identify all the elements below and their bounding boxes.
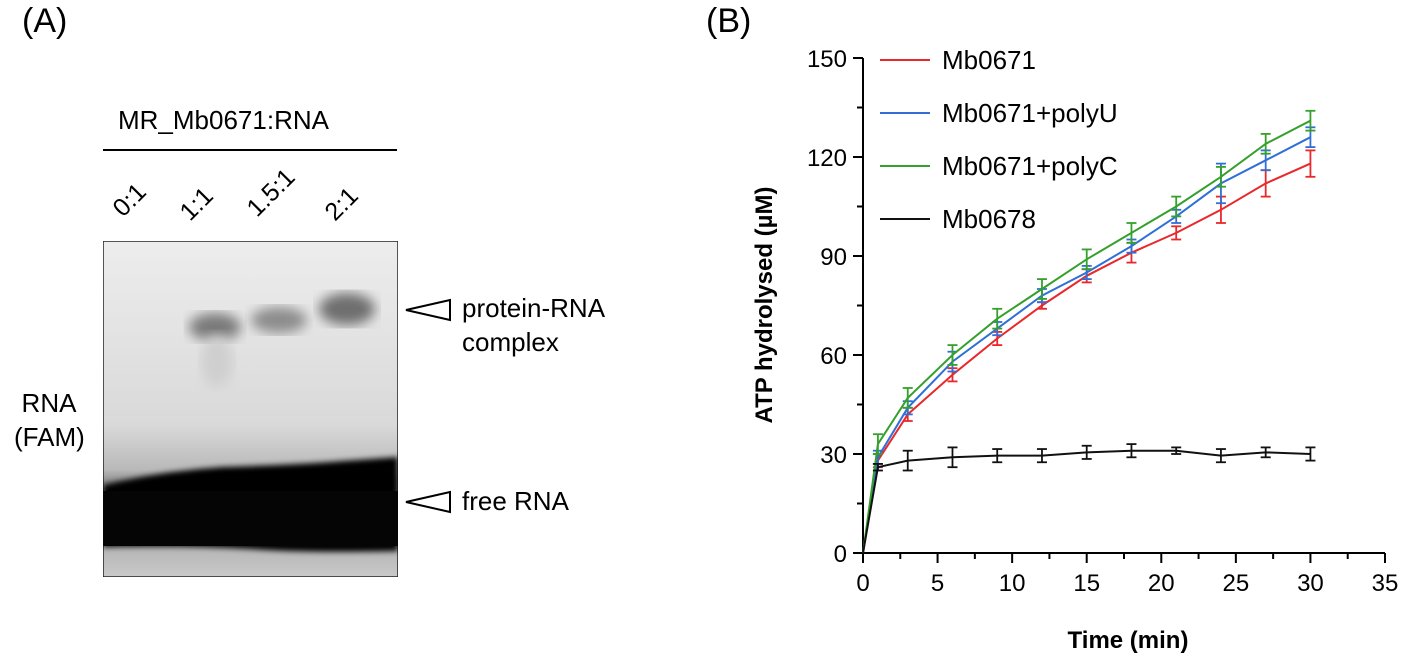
x-tick-label: 15 [1073,570,1100,597]
free-rna-arrow-icon [405,490,451,514]
series-line-4 [862,449,1311,554]
complex-band-lane3 [251,307,307,333]
gel-image [103,241,398,577]
legend-label-3: Mb0671+polyC [942,151,1118,181]
lane-label-3: 1.5:1 [241,163,301,223]
series-line-2 [862,136,1311,554]
chart-axes: 0 5 10 15 20 25 30 35 0 30 60 90 120 150 [807,46,1398,597]
y-tick-label: 120 [807,145,847,172]
x-tick-label: 20 [1148,570,1175,597]
fam-label: (FAM) [14,422,85,452]
lane-label-4: 2:1 [319,181,364,227]
panel-a-label: (A) [22,2,68,40]
y-tick-label: 30 [820,442,847,469]
y-tick-label: 90 [820,244,847,271]
legend-label-4: Mb0678 [942,204,1036,234]
panel-b-label: (B) [706,2,752,40]
y-tick-label: 150 [807,46,847,73]
free-rna-label: free RNA [462,486,569,516]
x-tick-label: 0 [856,570,869,597]
complex-label: protein-RNA complex [462,291,605,359]
lane-label-1: 0:1 [107,177,152,223]
lane-label-2: 1:1 [174,181,219,227]
series-line-1 [862,162,1311,554]
complex-band-lane4 [319,293,375,325]
x-tick-label: 5 [931,570,944,597]
legend-label-2: Mb0671+polyU [942,98,1118,128]
legend-label-1: Mb0671 [942,45,1036,75]
x-axis-label: Time (min) [1068,627,1189,654]
complex-band-lane2 [189,313,241,341]
x-tick-label: 30 [1297,570,1324,597]
series-line-3 [862,119,1311,554]
complex-label-line1: protein-RNA [462,293,606,323]
chart-marks [862,109,1316,554]
chart-legend: Mb0671 Mb0671+polyU Mb0671+polyC Mb0678 [880,45,1118,234]
rna-label: RNA [21,388,77,418]
x-tick-label: 35 [1372,570,1399,597]
rna-fam-label: RNA (FAM) [14,386,85,454]
complex-label-line2: complex [462,327,559,357]
y-tick-label: 60 [820,343,847,370]
x-tick-label: 10 [999,570,1026,597]
complex-arrow-icon [405,298,451,322]
gel-header: MR_Mb0671:RNA [118,105,329,135]
x-tick-label: 25 [1223,570,1250,597]
y-axis-label: ATP hydrolysed (µM) [751,187,778,424]
gel-header-rule [103,149,397,151]
y-tick-label: 0 [834,541,847,568]
